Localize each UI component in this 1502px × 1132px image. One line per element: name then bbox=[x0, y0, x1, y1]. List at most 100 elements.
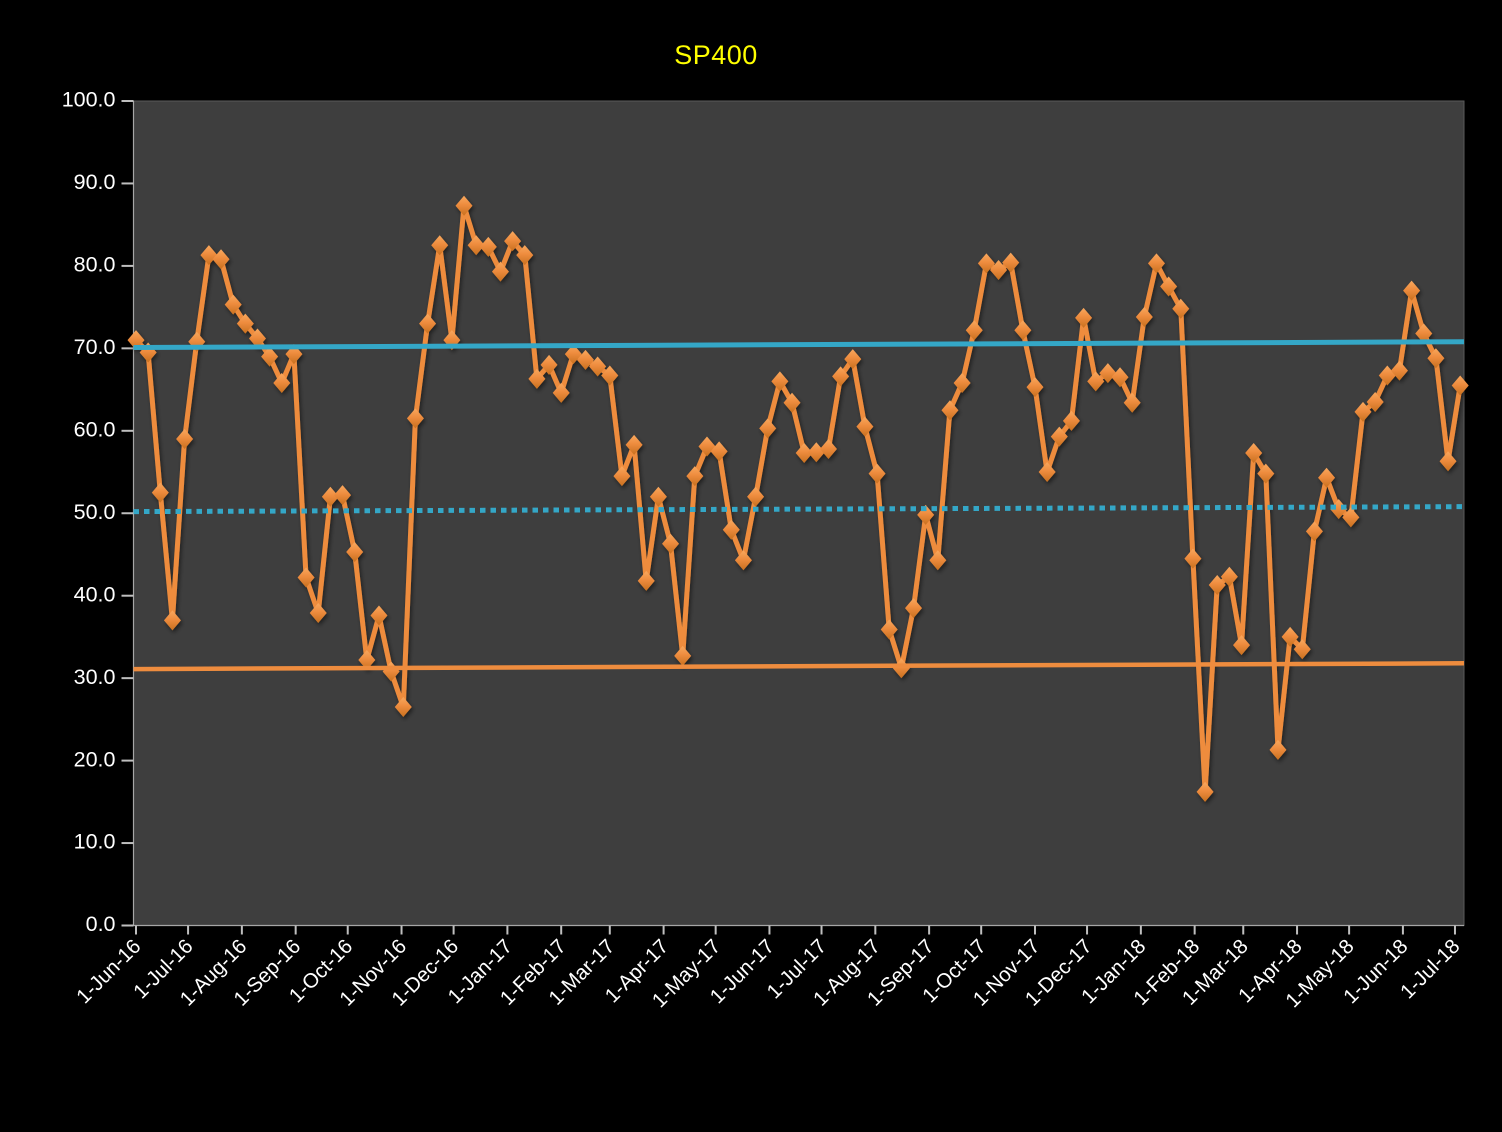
data-point-marker bbox=[248, 328, 266, 349]
data-point-marker bbox=[261, 346, 279, 367]
data-point-marker bbox=[1160, 276, 1178, 297]
data-point-marker bbox=[528, 368, 546, 389]
data-point-marker bbox=[212, 249, 230, 270]
data-point-marker bbox=[1330, 499, 1348, 520]
data-point-marker bbox=[479, 236, 497, 257]
middle-band-line[interactable] bbox=[133, 504, 1465, 515]
data-point-marker bbox=[1390, 360, 1408, 381]
data-point-marker bbox=[1135, 307, 1153, 328]
data-point-marker bbox=[601, 365, 619, 386]
data-point-marker bbox=[455, 195, 473, 216]
data-point-marker bbox=[929, 550, 947, 571]
data-point-marker bbox=[1208, 574, 1226, 595]
y-axis-tick-label: 10.0 bbox=[74, 830, 116, 854]
data-point-marker bbox=[370, 605, 388, 626]
data-point-marker bbox=[163, 610, 181, 631]
data-point-marker bbox=[795, 443, 813, 464]
data-point-marker bbox=[176, 429, 194, 450]
data-point-marker bbox=[224, 294, 242, 315]
data-point-marker bbox=[1050, 426, 1068, 447]
data-point-marker bbox=[346, 542, 364, 563]
data-point-marker bbox=[710, 441, 728, 462]
data-point-marker bbox=[1269, 739, 1287, 760]
data-point-marker bbox=[613, 466, 631, 487]
data-point-marker bbox=[1087, 371, 1105, 392]
data-point-marker bbox=[394, 697, 412, 718]
y-axis-tick-label: 80.0 bbox=[74, 253, 116, 277]
y-axis-tick-label: 20.0 bbox=[74, 747, 116, 771]
data-point-marker bbox=[1184, 548, 1202, 569]
data-point-marker bbox=[504, 231, 522, 252]
data-point-marker bbox=[297, 567, 315, 588]
y-axis-tick-label: 30.0 bbox=[74, 665, 116, 689]
data-point-marker bbox=[734, 550, 752, 571]
data-point-marker bbox=[674, 645, 692, 666]
data-point-marker bbox=[358, 650, 376, 671]
data-point-marker bbox=[1062, 410, 1080, 431]
data-point-marker bbox=[1220, 566, 1238, 587]
data-point-marker bbox=[1075, 307, 1093, 328]
data-point-marker bbox=[856, 416, 874, 437]
data-point-marker bbox=[868, 463, 886, 484]
data-point-marker bbox=[1305, 521, 1323, 542]
data-point-marker bbox=[309, 603, 327, 624]
y-axis-tick-label: 50.0 bbox=[74, 500, 116, 524]
data-point-marker bbox=[589, 356, 607, 377]
data-point-marker bbox=[540, 354, 558, 375]
data-point-marker bbox=[467, 235, 485, 256]
data-point-marker bbox=[334, 485, 352, 506]
x-axis[interactable]: 1-Jun-161-Jul-161-Aug-161-Sep-161-Oct-16… bbox=[72, 924, 1465, 1013]
data-point-marker bbox=[1354, 401, 1372, 422]
data-series-line[interactable] bbox=[133, 203, 1463, 795]
y-axis-tick-label: 90.0 bbox=[74, 170, 116, 194]
data-point-marker bbox=[965, 320, 983, 341]
y-axis-tick-label: 60.0 bbox=[74, 417, 116, 441]
data-point-marker bbox=[649, 486, 667, 507]
data-point-marker bbox=[1147, 253, 1165, 274]
data-point-marker bbox=[880, 619, 898, 640]
y-axis-tick-label: 70.0 bbox=[74, 335, 116, 359]
data-point-marker bbox=[1342, 507, 1360, 528]
data-point-marker bbox=[1026, 377, 1044, 398]
data-point-marker bbox=[151, 482, 169, 503]
data-point-marker bbox=[1427, 348, 1445, 369]
data-point-marker bbox=[1281, 626, 1299, 647]
data-point-marker bbox=[236, 313, 254, 334]
data-point-marker bbox=[941, 400, 959, 421]
data-series[interactable] bbox=[127, 195, 1469, 802]
y-axis-tick-label: 100.0 bbox=[62, 88, 116, 112]
data-point-marker bbox=[1293, 639, 1311, 660]
lower-band-line[interactable] bbox=[133, 661, 1465, 672]
data-point-marker bbox=[419, 313, 437, 334]
data-point-marker bbox=[1245, 443, 1263, 464]
data-point-marker bbox=[1014, 320, 1032, 341]
data-point-marker bbox=[1172, 298, 1190, 319]
y-axis[interactable]: 0.0 10.0 20.0 30.0 40.0 50.0 60.0 70.0 80.0 90.0 1… bbox=[62, 88, 135, 937]
chart-title[interactable]: SP400 bbox=[674, 40, 758, 70]
data-point-marker bbox=[1038, 462, 1056, 483]
data-point-marker bbox=[200, 245, 218, 266]
data-point-marker bbox=[431, 235, 449, 256]
data-point-marker bbox=[406, 408, 424, 429]
y-axis-tick-label: 0.0 bbox=[86, 912, 116, 936]
data-point-marker bbox=[625, 434, 643, 455]
data-point-marker bbox=[722, 519, 740, 540]
data-point-marker bbox=[321, 486, 339, 507]
data-point-marker bbox=[1415, 323, 1433, 344]
data-point-marker bbox=[491, 261, 509, 282]
data-point-marker bbox=[832, 366, 850, 387]
data-point-marker bbox=[1123, 392, 1141, 413]
data-point-marker bbox=[1439, 451, 1457, 472]
upper-band-line[interactable] bbox=[133, 339, 1465, 351]
data-point-marker bbox=[953, 372, 971, 393]
data-point-marker bbox=[1196, 781, 1214, 802]
data-point-marker bbox=[990, 260, 1008, 281]
data-point-marker bbox=[576, 349, 594, 370]
data-point-marker bbox=[552, 382, 570, 403]
y-axis-tick-label: 40.0 bbox=[74, 582, 116, 606]
data-point-marker bbox=[844, 349, 862, 370]
data-point-marker bbox=[1233, 635, 1251, 656]
data-point-marker bbox=[516, 245, 534, 266]
data-point-marker bbox=[905, 598, 923, 619]
